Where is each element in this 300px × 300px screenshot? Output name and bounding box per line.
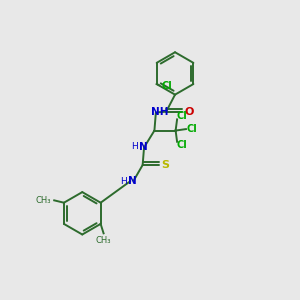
Text: S: S [161, 160, 169, 170]
Text: H: H [131, 142, 138, 151]
Text: Cl: Cl [177, 111, 188, 121]
Text: CH₃: CH₃ [96, 236, 111, 245]
Text: N: N [139, 142, 148, 152]
Text: N: N [128, 176, 137, 186]
Text: Cl: Cl [176, 140, 187, 150]
Text: NH: NH [151, 107, 168, 117]
Text: CH₃: CH₃ [35, 196, 51, 205]
Text: H: H [120, 177, 126, 186]
Text: Cl: Cl [162, 80, 173, 91]
Text: O: O [184, 107, 194, 117]
Text: Cl: Cl [187, 124, 197, 134]
